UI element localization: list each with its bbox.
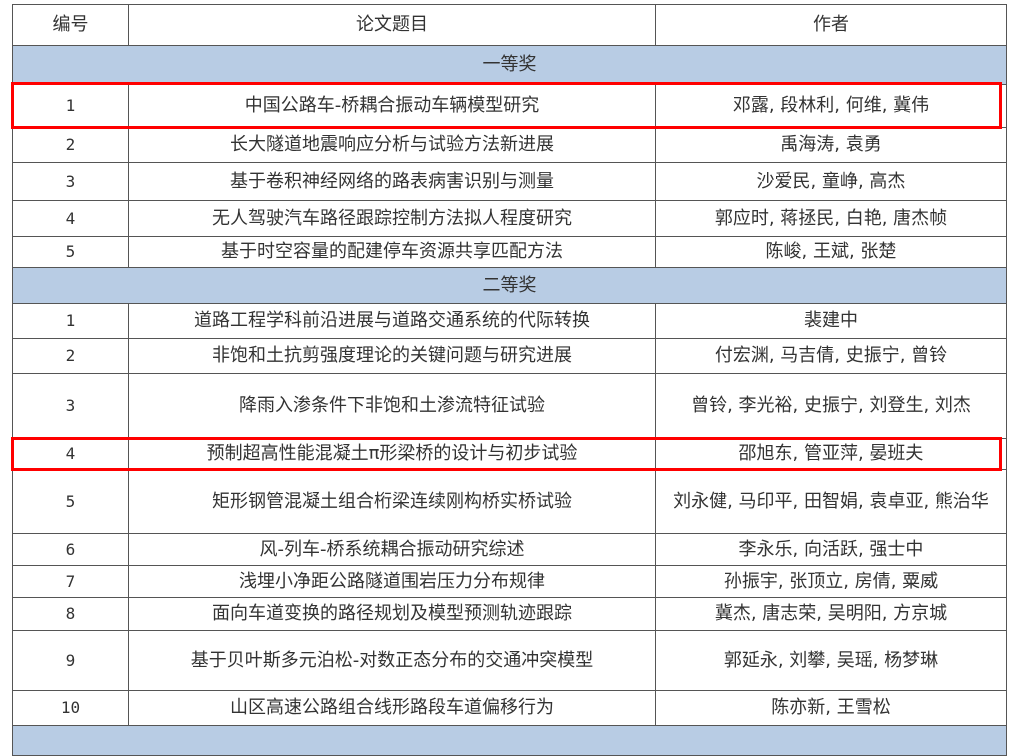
paper-number: 4 [12,438,129,470]
section-label: 一等奖 [12,45,1007,85]
header-authors: 作者 [655,4,1007,46]
paper-number: 5 [12,469,129,534]
section-label [12,725,1007,756]
paper-number: 9 [12,630,129,691]
paper-authors: 孙振宇, 张顶立, 房倩, 粟威 [655,565,1007,598]
paper-title: 山区高速公路组合线形路段车道偏移行为 [128,690,656,726]
paper-authors: 禹海涛, 袁勇 [655,127,1007,163]
section-label: 二等奖 [12,267,1007,304]
paper-number: 2 [12,127,129,163]
paper-authors: 郭延永, 刘攀, 吴瑶, 杨梦琳 [655,630,1007,691]
table-row: 8 面向车道变换的路径规划及模型预测轨迹跟踪 冀杰, 唐志荣, 吴明阳, 方京城 [12,597,1007,631]
paper-authors: 沙爱民, 童峥, 高杰 [655,162,1007,201]
paper-title: 无人驾驶汽车路径跟踪控制方法拟人程度研究 [128,200,656,237]
paper-authors: 陈亦新, 王雪松 [655,690,1007,726]
paper-number: 3 [12,162,129,201]
paper-number: 10 [12,690,129,726]
section-row: 一等奖 [12,45,1007,85]
paper-authors: 曾铃, 李光裕, 史振宁, 刘登生, 刘杰 [655,373,1007,439]
paper-number: 6 [12,533,129,566]
paper-number: 4 [12,200,129,237]
table-row: 3 降雨入渗条件下非饱和土渗流特征试验 曾铃, 李光裕, 史振宁, 刘登生, 刘杰 [12,373,1007,439]
paper-number: 3 [12,373,129,439]
paper-title: 基于卷积神经网络的路表病害识别与测量 [128,162,656,201]
table-row: 7 浅埋小净距公路隧道围岩压力分布规律 孙振宇, 张顶立, 房倩, 粟威 [12,565,1007,598]
table-row: 2 长大隧道地震响应分析与试验方法新进展 禹海涛, 袁勇 [12,127,1007,163]
paper-authors: 裴建中 [655,303,1007,339]
paper-authors: 李永乐, 向活跃, 强士中 [655,533,1007,566]
paper-title: 非饱和土抗剪强度理论的关键问题与研究进展 [128,338,656,374]
table-row: 3 基于卷积神经网络的路表病害识别与测量 沙爱民, 童峥, 高杰 [12,162,1007,201]
header-row: 编号 论文题目 作者 [12,4,1007,46]
paper-title: 基于时空容量的配建停车资源共享匹配方法 [128,236,656,268]
section-row: 二等奖 [12,267,1007,304]
paper-title: 长大隧道地震响应分析与试验方法新进展 [128,127,656,163]
paper-authors: 郭应时, 蒋拯民, 白艳, 唐杰帧 [655,200,1007,237]
awards-table: 编号 论文题目 作者 一等奖 1 中国公路车-桥耦合振动车辆模型研究 邓露, 段林利,… [12,4,1007,756]
paper-title: 降雨入渗条件下非饱和土渗流特征试验 [128,373,656,439]
paper-title: 中国公路车-桥耦合振动车辆模型研究 [128,84,656,128]
table-row: 1 道路工程学科前沿进展与道路交通系统的代际转换 裴建中 [12,303,1007,339]
table-row: 5 矩形钢管混凝土组合桁梁连续刚构桥实桥试验 刘永健, 马印平, 田智娟, 袁卓亚,… [12,469,1007,534]
section-row [12,725,1007,756]
paper-title: 风-列车-桥系统耦合振动研究综述 [128,533,656,566]
paper-number: 1 [12,84,129,128]
paper-title: 基于贝叶斯多元泊松-对数正态分布的交通冲突模型 [128,630,656,691]
header-num: 编号 [12,4,129,46]
table-row: 4 无人驾驶汽车路径跟踪控制方法拟人程度研究 郭应时, 蒋拯民, 白艳, 唐杰帧 [12,200,1007,237]
paper-title: 预制超高性能混凝土π形梁桥的设计与初步试验 [128,438,656,470]
header-title: 论文题目 [128,4,656,46]
table-row: 9 基于贝叶斯多元泊松-对数正态分布的交通冲突模型 郭延永, 刘攀, 吴瑶, 杨梦琳 [12,630,1007,691]
paper-title: 浅埋小净距公路隧道围岩压力分布规律 [128,565,656,598]
paper-authors: 付宏渊, 马吉倩, 史振宁, 曾铃 [655,338,1007,374]
paper-number: 8 [12,597,129,631]
paper-number: 5 [12,236,129,268]
paper-number: 1 [12,303,129,339]
paper-number: 7 [12,565,129,598]
table-row: 6 风-列车-桥系统耦合振动研究综述 李永乐, 向活跃, 强士中 [12,533,1007,566]
paper-authors: 邓露, 段林利, 何维, 冀伟 [655,84,1007,128]
paper-authors: 冀杰, 唐志荣, 吴明阳, 方京城 [655,597,1007,631]
table-row: 2 非饱和土抗剪强度理论的关键问题与研究进展 付宏渊, 马吉倩, 史振宁, 曾铃 [12,338,1007,374]
table-row: 1 中国公路车-桥耦合振动车辆模型研究 邓露, 段林利, 何维, 冀伟 [12,84,1007,128]
paper-authors: 陈峻, 王斌, 张楚 [655,236,1007,268]
table-row: 5 基于时空容量的配建停车资源共享匹配方法 陈峻, 王斌, 张楚 [12,236,1007,268]
paper-number: 2 [12,338,129,374]
table-row: 4 预制超高性能混凝土π形梁桥的设计与初步试验 邵旭东, 管亚萍, 晏班夫 [12,438,1007,470]
paper-authors: 刘永健, 马印平, 田智娟, 袁卓亚, 熊治华 [655,469,1007,534]
paper-title: 矩形钢管混凝土组合桁梁连续刚构桥实桥试验 [128,469,656,534]
table-row: 10 山区高速公路组合线形路段车道偏移行为 陈亦新, 王雪松 [12,690,1007,726]
paper-title: 道路工程学科前沿进展与道路交通系统的代际转换 [128,303,656,339]
paper-title: 面向车道变换的路径规划及模型预测轨迹跟踪 [128,597,656,631]
paper-authors: 邵旭东, 管亚萍, 晏班夫 [655,438,1007,470]
